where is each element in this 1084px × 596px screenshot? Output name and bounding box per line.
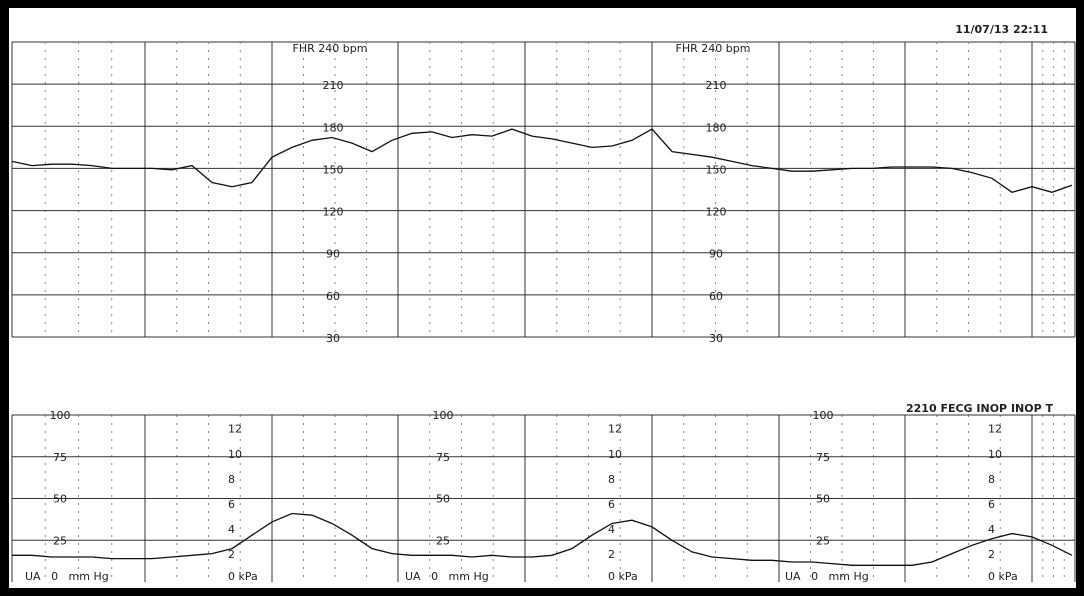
fhr-tick-label: 60 [709,290,723,303]
kpa-tick-label: 2 [228,548,235,561]
fhr-tick-label: 210 [323,79,344,92]
kpa-tick-label: 2 [988,548,995,561]
fhr-tick-label: 180 [323,121,344,134]
ua-tick-label: 100 [433,409,454,422]
ua-trace [12,512,1073,566]
fhr-scale-title: FHR 240 bpm [676,42,751,55]
ua-tick-label: 50 [816,493,830,506]
kpa-tick-label: 0 kPa [608,570,638,583]
fhr-tick-label: 120 [323,206,344,219]
kpa-tick-label: 6 [988,498,995,511]
fhr-tick-label: 30 [709,332,723,345]
kpa-tick-label: 2 [608,548,615,561]
kpa-tick-label: 8 [228,473,235,486]
kpa-tick-label: 12 [608,423,622,436]
status-text: 2210 FECG INOP INOP T [906,402,1053,415]
fhr-scale-title: FHR 240 bpm [293,42,368,55]
fhr-tick-label: 120 [706,206,727,219]
timestamp: 11/07/13 22:11 [955,23,1048,36]
ua-tick-label: 75 [816,451,830,464]
kpa-tick-label: 4 [608,523,615,536]
ua-unit-label: UA 0 mm Hg [785,570,869,583]
kpa-tick-label: 10 [988,448,1002,461]
kpa-tick-label: 10 [608,448,622,461]
ua-tick-label: 75 [53,451,67,464]
kpa-tick-label: 4 [228,523,235,536]
paper [9,8,1076,588]
ua-tick-label: 25 [436,534,450,547]
fhr-tick-label: 180 [706,121,727,134]
fhr-tick-label: 30 [326,332,340,345]
kpa-tick-label: 12 [228,423,242,436]
kpa-tick-label: 0 kPa [228,570,258,583]
kpa-tick-label: 0 kPa [988,570,1018,583]
fhr-tick-label: 90 [326,248,340,261]
ua-unit-label: UA 0 mm Hg [405,570,489,583]
kpa-tick-label: 6 [608,498,615,511]
fhr-tick-label: 60 [326,290,340,303]
ua-tick-label: 25 [816,534,830,547]
ua-tick-label: 100 [813,409,834,422]
ua-tick-label: 75 [436,451,450,464]
ua-tick-label: 50 [53,493,67,506]
fhr-tick-label: 150 [323,163,344,176]
fhr-tick-label: 90 [709,248,723,261]
kpa-tick-label: 8 [988,473,995,486]
ua-tick-label: 25 [53,534,67,547]
kpa-tick-label: 8 [608,473,615,486]
fhr-trace [11,128,1073,194]
ua-tick-label: 100 [50,409,71,422]
kpa-tick-label: 6 [228,498,235,511]
ua-tick-label: 50 [436,493,450,506]
ua-unit-label: UA 0 mm Hg [25,570,109,583]
kpa-tick-label: 10 [228,448,242,461]
fhr-tick-label: 150 [706,163,727,176]
kpa-tick-label: 12 [988,423,1002,436]
kpa-tick-label: 4 [988,523,995,536]
fhr-tick-label: 210 [706,79,727,92]
